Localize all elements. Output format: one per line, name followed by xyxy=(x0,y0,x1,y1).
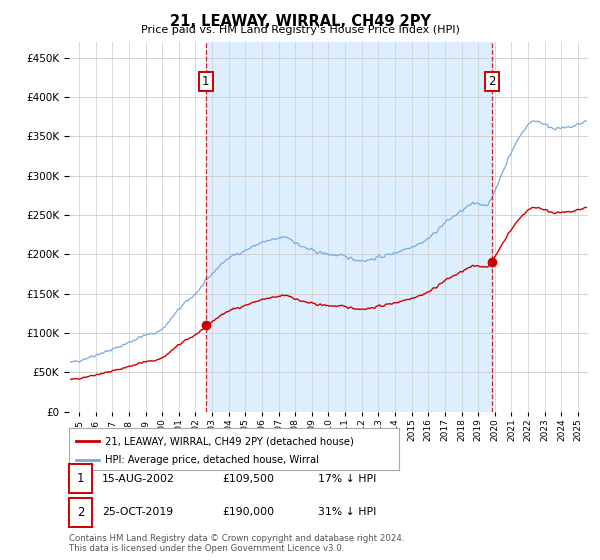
Text: 25-OCT-2019: 25-OCT-2019 xyxy=(102,507,173,517)
Text: 2: 2 xyxy=(488,75,496,88)
Text: 2: 2 xyxy=(77,506,84,519)
Text: 17% ↓ HPI: 17% ↓ HPI xyxy=(318,474,376,484)
Text: 15-AUG-2002: 15-AUG-2002 xyxy=(102,474,175,484)
Text: 1: 1 xyxy=(202,75,209,88)
Text: 31% ↓ HPI: 31% ↓ HPI xyxy=(318,507,376,517)
Text: HPI: Average price, detached house, Wirral: HPI: Average price, detached house, Wirr… xyxy=(106,455,319,465)
Text: Contains HM Land Registry data © Crown copyright and database right 2024.
This d: Contains HM Land Registry data © Crown c… xyxy=(69,534,404,553)
Text: £190,000: £190,000 xyxy=(222,507,274,517)
Text: Price paid vs. HM Land Registry's House Price Index (HPI): Price paid vs. HM Land Registry's House … xyxy=(140,25,460,35)
Text: 21, LEAWAY, WIRRAL, CH49 2PY (detached house): 21, LEAWAY, WIRRAL, CH49 2PY (detached h… xyxy=(106,436,354,446)
Text: 1: 1 xyxy=(77,472,84,486)
Text: 21, LEAWAY, WIRRAL, CH49 2PY: 21, LEAWAY, WIRRAL, CH49 2PY xyxy=(170,14,431,29)
Bar xyxy=(206,42,491,412)
Text: £109,500: £109,500 xyxy=(222,474,274,484)
